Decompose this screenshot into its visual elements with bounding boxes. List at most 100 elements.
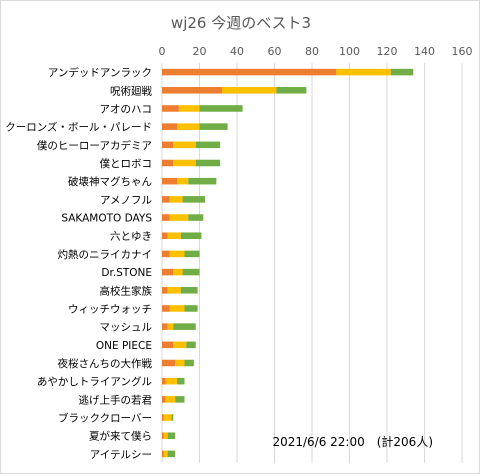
category-label: 夏が来て僕ら bbox=[89, 430, 152, 443]
bar-segment-series-1 bbox=[162, 432, 164, 439]
bar-segment-series-3 bbox=[175, 396, 185, 403]
bar-segment-series-1 bbox=[162, 287, 168, 294]
bar-segment-series-3 bbox=[199, 105, 243, 112]
category-label: マッシュル bbox=[100, 322, 153, 334]
bar-segment-series-1 bbox=[162, 450, 164, 458]
x-tick-label: 80 bbox=[305, 45, 319, 58]
category-label: アイテルシー bbox=[90, 449, 152, 461]
category-label: アンデッドアンラック bbox=[48, 66, 152, 79]
bar-segment-series-3 bbox=[167, 432, 176, 439]
bar-segment-series-2 bbox=[169, 305, 185, 312]
bar-segment-series-3 bbox=[195, 141, 221, 149]
bar-segment-series-2 bbox=[173, 268, 183, 276]
x-tick-label: 60 bbox=[268, 45, 282, 58]
x-tick-label: 20 bbox=[193, 45, 207, 58]
timestamp-annotation: 2021/6/6 22:00 (計206人) bbox=[272, 434, 433, 449]
bar-segment-series-2 bbox=[177, 177, 189, 185]
bar-segment-series-3 bbox=[199, 123, 228, 130]
bar-segment-series-1 bbox=[162, 123, 177, 130]
bar-segment-series-1 bbox=[162, 177, 177, 185]
bar-segment-series-1 bbox=[162, 359, 176, 367]
x-tick-label: 140 bbox=[414, 45, 435, 58]
bar-segment-series-2 bbox=[163, 450, 168, 458]
bars bbox=[162, 68, 414, 458]
category-label: SAKAMOTO DAYS bbox=[61, 213, 152, 225]
bar-segment-series-1 bbox=[162, 250, 170, 258]
bar-segment-series-2 bbox=[175, 359, 185, 367]
category-label: ブラッククローバー bbox=[58, 412, 152, 425]
category-label: クーロンズ・ボール・パレード bbox=[5, 121, 152, 134]
category-label: 高校生家族 bbox=[100, 284, 153, 297]
bar-segment-series-2 bbox=[169, 250, 185, 258]
bar-segment-series-1 bbox=[162, 214, 170, 221]
bar-segment-series-3 bbox=[180, 287, 198, 294]
y-axis-labels: アンデッドアンラック呪術廻戦アオのハコクーロンズ・ボール・パレード僕のヒーローア… bbox=[5, 66, 152, 461]
chart-title: wj26 今週のベスト3 bbox=[171, 14, 311, 32]
category-label: 六とゆき bbox=[110, 231, 152, 243]
grid bbox=[161, 63, 463, 463]
bar-segment-series-2 bbox=[167, 232, 181, 239]
category-label: あやかしトライアングル bbox=[37, 375, 152, 388]
category-label: 灼熱のニライカナイ bbox=[58, 248, 153, 261]
bar-segment-series-2 bbox=[163, 414, 172, 421]
bar-segment-series-2 bbox=[165, 377, 177, 385]
category-label: 僕とロボコ bbox=[100, 157, 153, 170]
category-label: ウィッチウォッチ bbox=[68, 303, 152, 315]
bar-segment-series-3 bbox=[167, 450, 176, 458]
bar-segment-series-3 bbox=[184, 359, 194, 367]
category-label: アオのハコ bbox=[100, 103, 153, 115]
bar-segment-series-1 bbox=[162, 232, 168, 239]
bar-segment-series-1 bbox=[162, 159, 174, 167]
bar-segment-series-2 bbox=[167, 323, 174, 330]
bar-segment-series-1 bbox=[162, 196, 170, 203]
bar-segment-series-1 bbox=[162, 414, 164, 421]
category-label: 呪術廻戦 bbox=[110, 84, 152, 97]
bar-segment-series-3 bbox=[184, 305, 198, 312]
bar-segment-series-1 bbox=[162, 323, 168, 330]
bar-segment-series-3 bbox=[195, 159, 221, 167]
x-tick-label: 160 bbox=[452, 45, 473, 58]
bar-segment-series-2 bbox=[163, 432, 168, 439]
bar-segment-series-1 bbox=[162, 268, 174, 276]
bar-segment-series-3 bbox=[182, 196, 206, 203]
bar-segment-series-1 bbox=[162, 396, 166, 403]
category-label: ONE PIECE bbox=[96, 340, 152, 352]
bar-segment-series-1 bbox=[162, 68, 337, 76]
bar-segment-series-1 bbox=[162, 141, 174, 149]
category-label: アメノフル bbox=[100, 194, 152, 206]
bar-segment-series-1 bbox=[162, 377, 166, 385]
bar-segment-series-2 bbox=[336, 68, 391, 76]
bar-segment-series-3 bbox=[188, 214, 204, 221]
bar-segment-series-3 bbox=[171, 414, 174, 421]
bar-segment-series-2 bbox=[173, 141, 196, 149]
x-axis-ticks: 0 20 40 60 80 100 120 140 160 bbox=[159, 45, 473, 58]
x-tick-label: 100 bbox=[339, 45, 360, 58]
bar-segment-series-2 bbox=[167, 287, 181, 294]
bar-segment-series-3 bbox=[188, 177, 217, 185]
bar-segment-series-1 bbox=[162, 87, 222, 94]
bar-segment-series-3 bbox=[186, 341, 196, 349]
category-label: Dr.STONE bbox=[101, 267, 152, 279]
bar-segment-series-2 bbox=[165, 396, 176, 403]
category-label: 夜桜さんちの大作戦 bbox=[58, 357, 153, 370]
bar-segment-series-2 bbox=[222, 87, 277, 94]
bar-segment-series-3 bbox=[390, 68, 414, 76]
x-tick-label: 0 bbox=[159, 45, 166, 58]
bar-segment-series-2 bbox=[173, 159, 196, 167]
bar-segment-series-3 bbox=[184, 250, 200, 258]
bar-segment-series-1 bbox=[162, 105, 179, 112]
bar-segment-series-2 bbox=[173, 341, 187, 349]
bar-segment-series-2 bbox=[177, 123, 200, 130]
bar-segment-series-2 bbox=[169, 214, 189, 221]
category-label: 逃げ上手の若君 bbox=[79, 393, 153, 406]
x-tick-label: 40 bbox=[230, 45, 244, 58]
bar-segment-series-3 bbox=[276, 87, 307, 94]
bar-segment-series-3 bbox=[177, 377, 185, 385]
category-label: 破壊神マグちゃん bbox=[68, 175, 152, 188]
bar-segment-series-2 bbox=[169, 196, 183, 203]
bar-segment-series-3 bbox=[182, 268, 200, 276]
bar-segment-series-2 bbox=[178, 105, 200, 112]
bar-segment-series-1 bbox=[162, 341, 174, 349]
category-label: 僕のヒーローアカデミア bbox=[37, 139, 152, 152]
